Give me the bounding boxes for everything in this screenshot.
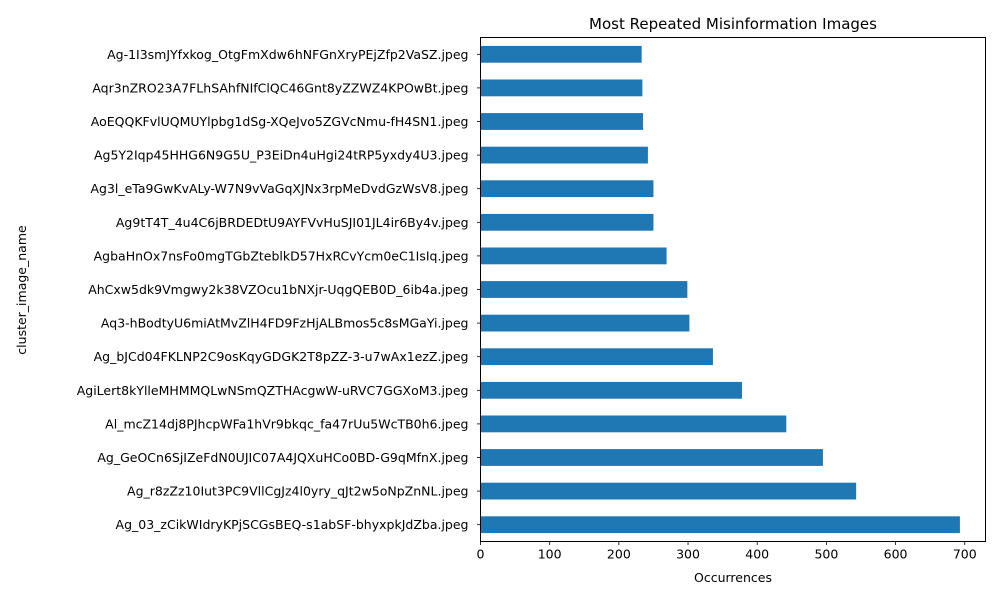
plot-frame bbox=[480, 37, 986, 542]
bar bbox=[480, 213, 654, 231]
y-tick-label: Ag3l_eTa9GwKvALy-W7N9vVaGqXJNx3rpMeDvdGz… bbox=[90, 181, 468, 196]
y-tick-label: Ag5Y2Iqp45HHG6N9G5U_P3EiDn4uHgi24tRP5yxd… bbox=[94, 148, 469, 163]
bar bbox=[480, 45, 642, 63]
bar bbox=[480, 314, 690, 332]
x-tick-label: 600 bbox=[884, 547, 908, 562]
bar bbox=[480, 79, 643, 97]
y-ticks-layer: Ag_03_zCikWIdryKPjSCGsBEQ-s1abSF-bhyxpkJ… bbox=[77, 47, 481, 532]
y-tick-label: Ag-1I3smJYfxkog_OtgFmXdw6hNFGnXryPEjZfp2… bbox=[107, 47, 468, 62]
x-tick-label: 100 bbox=[538, 547, 562, 562]
x-tick-label: 300 bbox=[676, 547, 700, 562]
y-tick-label: AhCxw5dk9Vmgwy2k38VZOcu1bNXjr-UqgQEB0D_6… bbox=[88, 282, 468, 297]
bars-layer bbox=[480, 45, 960, 534]
y-tick-label: Ag_03_zCikWIdryKPjSCGsBEQ-s1abSF-bhyxpkJ… bbox=[116, 517, 469, 532]
bar bbox=[480, 348, 713, 366]
y-tick-label: AoEQQKFvlUQMUYlpbg1dSg-XQeJvo5ZGVcNmu-fH… bbox=[91, 114, 469, 129]
bar bbox=[480, 113, 644, 130]
y-tick-label: Ag_r8zZz10Iut3PC9VllCgJz4l0yry_qJt2w5oNp… bbox=[127, 484, 468, 499]
y-tick-label: Al_mcZ14dj8PJhcpWFa1hVr9bkqc_fa47rUu5WcT… bbox=[105, 416, 468, 431]
bar bbox=[480, 482, 857, 500]
y-tick-label: AgbaHnOx7nsFo0mgTGbZteblkD57HxRCvYcm0eC1… bbox=[94, 248, 469, 263]
y-axis-title: cluster_image_name bbox=[14, 225, 29, 355]
y-tick-label: Ag_GeOCn6SjIZeFdN0UJIC07A4JQXuHCo0BD-G9q… bbox=[97, 450, 468, 465]
x-tick-label: 0 bbox=[477, 547, 485, 562]
bar bbox=[480, 281, 688, 298]
bar bbox=[480, 449, 823, 466]
y-tick-label: Aqr3nZRO23A7FLhSAhfNIfClQC46Gnt8yZZWZ4KP… bbox=[92, 80, 468, 95]
bar bbox=[480, 415, 787, 433]
y-tick-label: AgiLert8kYlleMHMMQLwNSmQZTHAcgwW-uRVC7GG… bbox=[77, 383, 469, 398]
bar bbox=[480, 247, 667, 265]
bar bbox=[480, 146, 648, 164]
chart-title: Most Repeated Misinformation Images bbox=[589, 15, 877, 33]
bar bbox=[480, 180, 654, 198]
x-tick-label: 500 bbox=[814, 547, 838, 562]
x-tick-label: 400 bbox=[745, 547, 769, 562]
x-tick-label: 200 bbox=[607, 547, 631, 562]
x-ticks-layer: 0 100 200 300 400 500 600 700 bbox=[477, 541, 977, 562]
y-tick-label: Ag9tT4T_4u4C6jBRDEDtU9AYFVvHuSJI01JL4ir6… bbox=[116, 215, 469, 230]
x-tick-label: 700 bbox=[953, 547, 977, 562]
x-axis-title: Occurrences bbox=[694, 570, 772, 585]
y-tick-label: Ag_bJCd04FKLNP2C9osKqyGDGK2T8pZZ-3-u7wAx… bbox=[94, 349, 469, 364]
y-tick-label: Aq3-hBodtyU6miAtMvZlH4FD9FzHjALBmos5c8sM… bbox=[101, 316, 469, 331]
bar bbox=[480, 381, 742, 399]
bar bbox=[480, 516, 960, 534]
